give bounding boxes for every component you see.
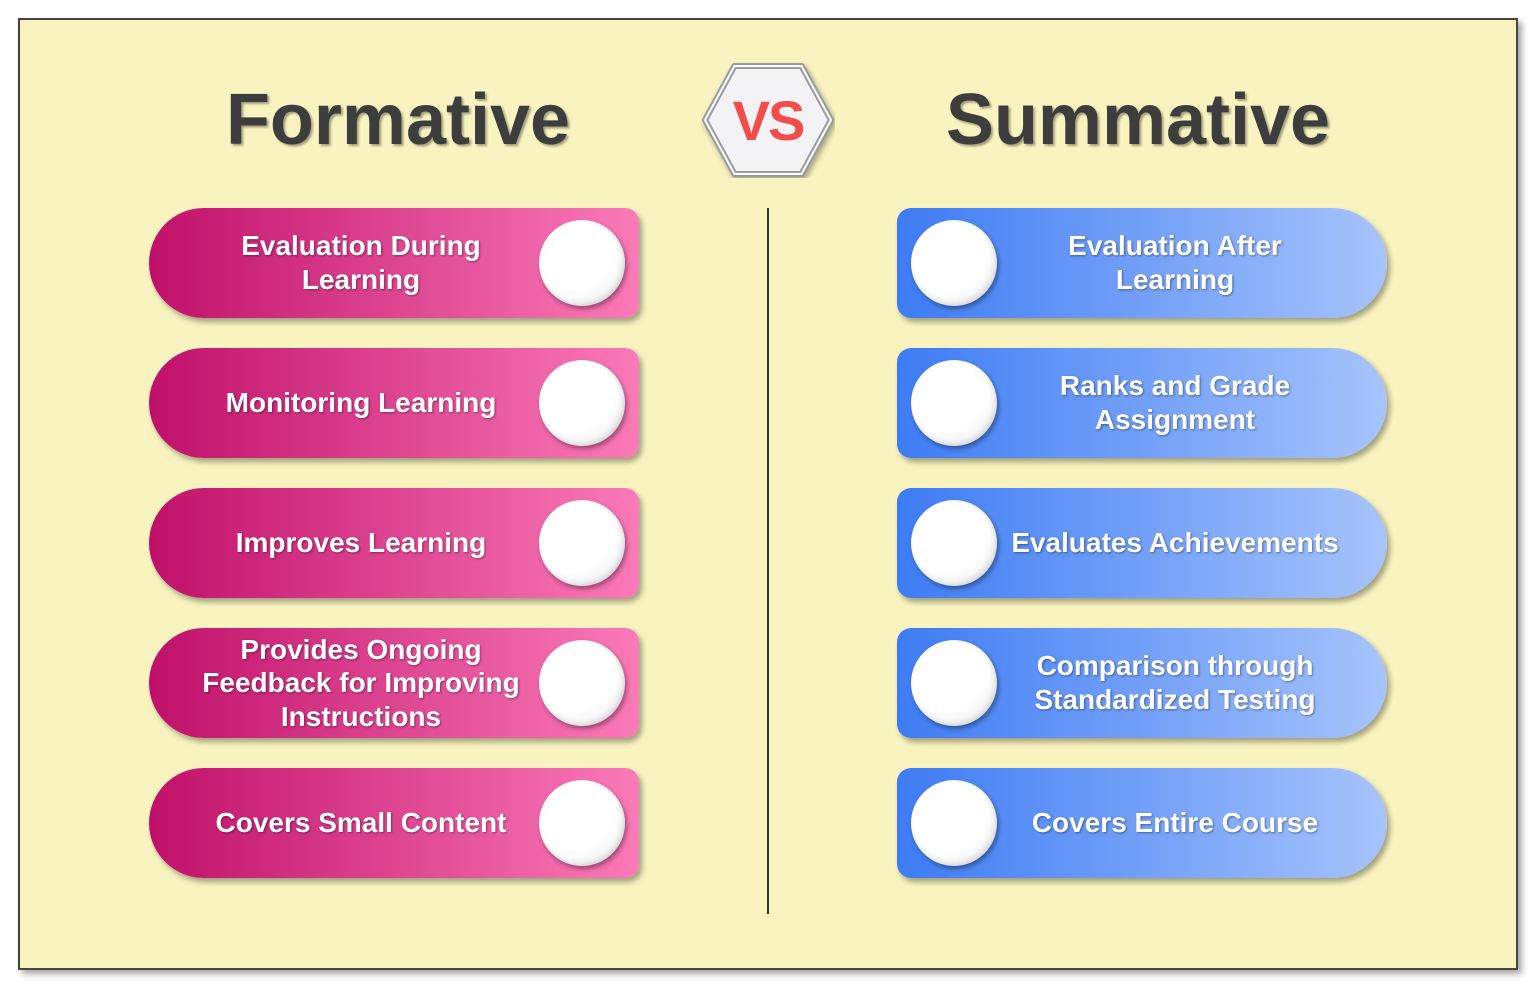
dot-icon	[539, 640, 625, 726]
pill-label: Comparison through Standardized Testing	[1003, 649, 1353, 716]
dot-icon	[911, 220, 997, 306]
pill-label: Improves Learning	[183, 526, 533, 560]
right-column: Evaluation After Learning Ranks and Grad…	[768, 204, 1516, 928]
pill-label: Evaluates Achievements	[1003, 526, 1353, 560]
right-pill-0: Evaluation After Learning	[897, 208, 1387, 318]
title-formative: Formative	[118, 79, 678, 161]
pill-label: Evaluation After Learning	[1003, 229, 1353, 296]
dot-icon	[911, 640, 997, 726]
dot-icon	[911, 500, 997, 586]
left-pill-1: Monitoring Learning	[149, 348, 639, 458]
left-pill-2: Improves Learning	[149, 488, 639, 598]
right-pill-1: Ranks and Grade Assignment	[897, 348, 1387, 458]
dot-icon	[539, 780, 625, 866]
right-pill-3: Comparison through Standardized Testing	[897, 628, 1387, 738]
dot-icon	[911, 780, 997, 866]
dot-icon	[539, 360, 625, 446]
header: Formative VS Summative	[20, 60, 1516, 180]
dot-icon	[539, 500, 625, 586]
left-column: Evaluation During Learning Monitoring Le…	[20, 204, 768, 928]
hexagon-icon: VS	[701, 62, 835, 178]
right-pill-4: Covers Entire Course	[897, 768, 1387, 878]
dot-icon	[539, 220, 625, 306]
pill-label: Monitoring Learning	[183, 386, 533, 420]
pill-label: Provides Ongoing Feedback for Improving …	[183, 633, 533, 734]
vs-badge: VS	[678, 62, 858, 178]
pill-label: Ranks and Grade Assignment	[1003, 369, 1353, 436]
dot-icon	[911, 360, 997, 446]
vs-text: VS	[733, 88, 804, 153]
infographic-canvas: Formative VS Summative Evaluation During…	[18, 18, 1518, 970]
title-summative: Summative	[858, 79, 1418, 161]
left-pill-3: Provides Ongoing Feedback for Improving …	[149, 628, 639, 738]
right-pill-2: Evaluates Achievements	[897, 488, 1387, 598]
pill-label: Covers Small Content	[183, 806, 533, 840]
pill-label: Covers Entire Course	[1003, 806, 1353, 840]
columns: Evaluation During Learning Monitoring Le…	[20, 204, 1516, 928]
left-pill-4: Covers Small Content	[149, 768, 639, 878]
left-pill-0: Evaluation During Learning	[149, 208, 639, 318]
pill-label: Evaluation During Learning	[183, 229, 533, 296]
